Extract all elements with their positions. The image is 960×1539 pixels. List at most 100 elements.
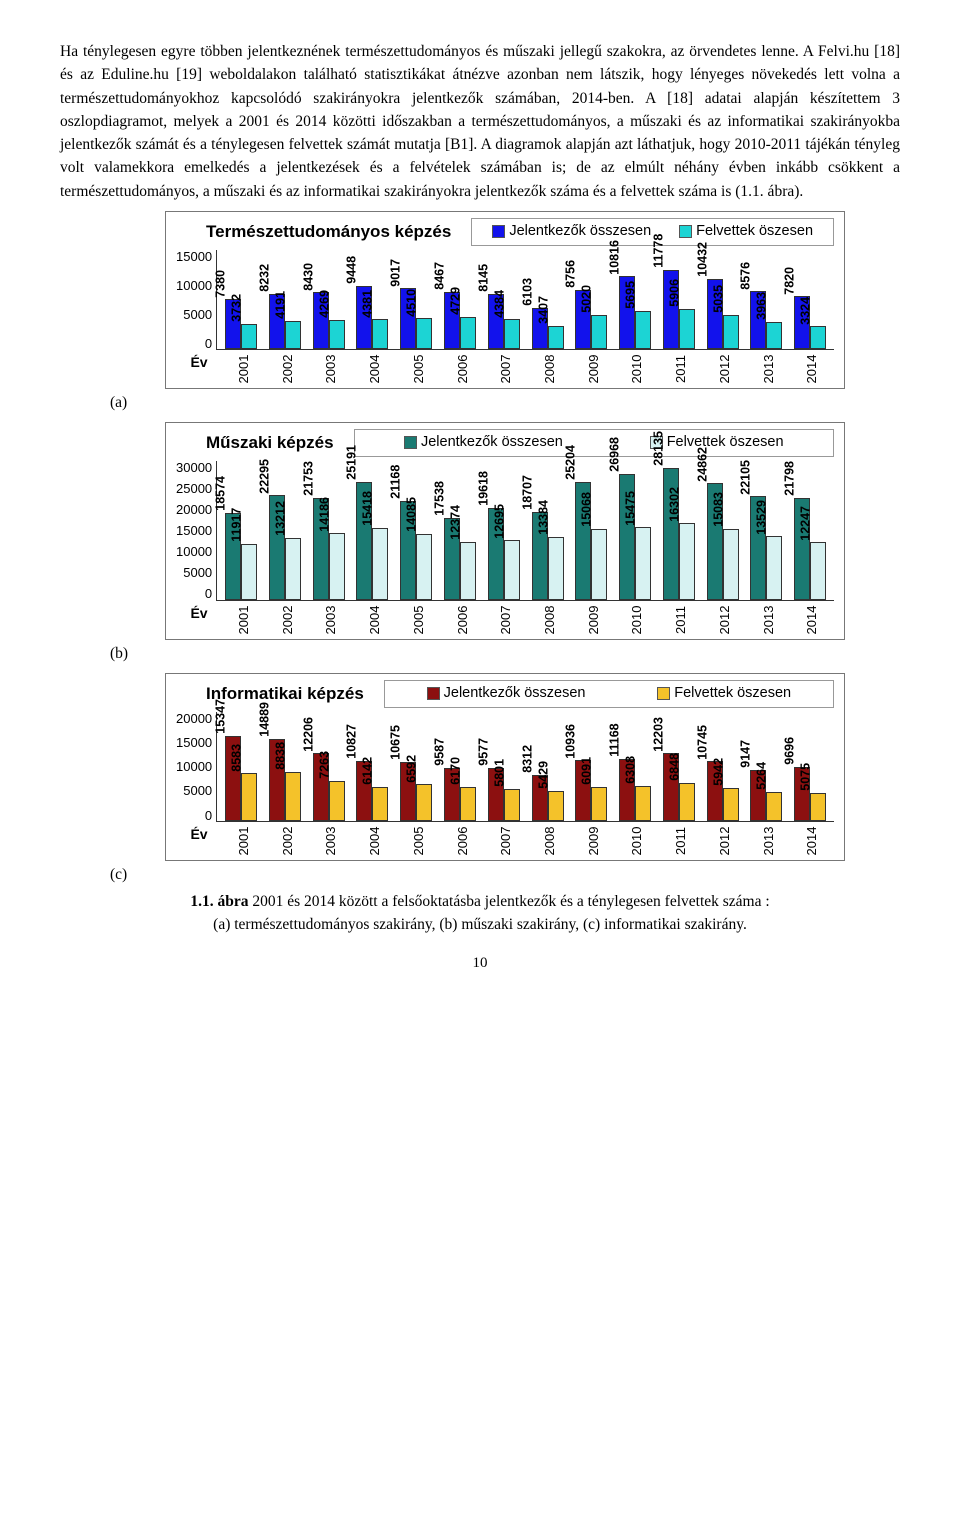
x-tick: 2014 (795, 347, 829, 391)
x-tick: 2014 (795, 598, 829, 642)
bar-group: 84674729 (438, 292, 482, 348)
bar-value-label: 9696 (780, 737, 799, 765)
bar: 3324 (810, 326, 826, 348)
legend-swatch (427, 687, 440, 700)
legend-swatch (679, 225, 692, 238)
bar-rect (810, 542, 826, 599)
x-tick: 2003 (314, 819, 348, 863)
bar-value-label: 13212 (271, 501, 290, 536)
bar-value-label: 21168 (386, 465, 405, 499)
bar: 5695 (635, 311, 651, 349)
bar-rect (329, 320, 345, 348)
bar: 5020 (591, 315, 607, 348)
bar-value-label: 5801 (490, 759, 509, 787)
bar: 4384 (504, 319, 520, 348)
bar-group: 2519115418 (351, 482, 395, 600)
figure-caption-line2: (a) természettudományos szakirány, (b) m… (60, 913, 900, 936)
bar-value-label: 11917 (227, 508, 246, 542)
y-tick: 5000 (183, 566, 212, 579)
legend-swatch (404, 436, 417, 449)
bar-value-label: 5942 (709, 758, 728, 786)
bar-value-label: 5906 (665, 279, 684, 307)
bar: 8838 (285, 772, 301, 821)
bar-value-label: 3407 (534, 296, 553, 324)
bar-rect (591, 529, 607, 599)
bar-value-label: 6592 (402, 754, 421, 782)
bar: 13212 (285, 538, 301, 600)
x-tick: 2003 (314, 598, 348, 642)
bars-row: 1857411917222951321221753141862519115418… (217, 461, 834, 601)
bar-rect (504, 789, 520, 821)
bar-rect (766, 536, 782, 599)
bar-value-label: 15475 (621, 491, 640, 526)
bar-group: 111686308 (613, 759, 657, 820)
bar-group: 96965075 (788, 767, 832, 820)
bar-rect (329, 781, 345, 821)
bar-rect (548, 537, 564, 599)
x-tick: 2002 (271, 598, 305, 642)
bar-value-label: 19618 (474, 471, 493, 506)
bar-group: 108165695 (613, 276, 657, 348)
x-tick: 2010 (620, 598, 654, 642)
bar: 5429 (548, 791, 564, 821)
bar-value-label: 25204 (562, 445, 581, 480)
bar: 12695 (504, 540, 520, 599)
bar: 4510 (416, 318, 432, 348)
x-axis-label: Év (176, 352, 222, 386)
bar-value-label: 18574 (211, 476, 230, 511)
bar-rect (504, 319, 520, 348)
x-tick: 2014 (795, 819, 829, 863)
bar-rect (460, 317, 476, 349)
bar: 8583 (241, 773, 257, 820)
bar-value-label: 11168 (605, 724, 624, 757)
bar: 12374 (460, 542, 476, 600)
y-tick: 5000 (183, 784, 212, 797)
x-tick: 2001 (227, 819, 261, 863)
bar-group: 107455942 (701, 761, 745, 820)
page-number: 10 (60, 952, 900, 975)
bar-group: 73803732 (219, 299, 263, 348)
x-tick: 2006 (445, 819, 479, 863)
bar-value-label: 28135 (649, 431, 668, 466)
chart-c: Informatikai képzésJelentkezők összesenF… (165, 673, 845, 861)
bar-value-label: 12203 (649, 717, 668, 752)
bar: 5035 (723, 315, 739, 349)
x-axis-label: Év (176, 824, 222, 858)
bar-value-label: 14085 (402, 497, 421, 532)
bar-rect (723, 788, 739, 821)
bar-rect (285, 321, 301, 349)
y-tick: 15000 (176, 736, 212, 749)
chart-a: Természettudományos képzésJelentkezők ös… (165, 211, 845, 389)
x-tick: 2004 (358, 819, 392, 863)
legend-item: Felvettek öszesen (679, 221, 813, 243)
x-tick: 2012 (708, 347, 742, 391)
bar-value-label: 22295 (255, 459, 274, 494)
bar: 7263 (329, 781, 345, 821)
x-tick: 2008 (533, 347, 567, 391)
bar-rect (723, 315, 739, 349)
bar-group: 94484381 (351, 286, 395, 349)
bar-group: 117785906 (657, 270, 701, 349)
bar: 13384 (548, 537, 564, 599)
x-tick: 2009 (577, 819, 611, 863)
bar-group: 82324191 (263, 294, 307, 349)
bar-group: 2229513212 (263, 495, 307, 599)
x-tick: 2009 (577, 347, 611, 391)
bar-rect (241, 773, 257, 820)
bar-group: 122067263 (307, 753, 351, 820)
bar-value-label: 7263 (315, 751, 334, 779)
x-tick: 2011 (664, 598, 698, 642)
bar-value-label: 9448 (343, 256, 362, 284)
bar: 6091 (591, 787, 607, 821)
chart-title: Természettudományos képzés (176, 219, 451, 245)
bar-value-label: 7820 (780, 267, 799, 295)
x-tick: 2009 (577, 598, 611, 642)
bar-rect (241, 544, 257, 600)
bar-rect (329, 533, 345, 599)
bar: 6142 (372, 787, 388, 821)
bar-rect (372, 528, 388, 600)
y-tick: 10000 (176, 760, 212, 773)
bar-value-label: 15418 (359, 491, 378, 526)
x-tick: 2005 (402, 819, 436, 863)
bar-group: 122036848 (657, 753, 701, 820)
